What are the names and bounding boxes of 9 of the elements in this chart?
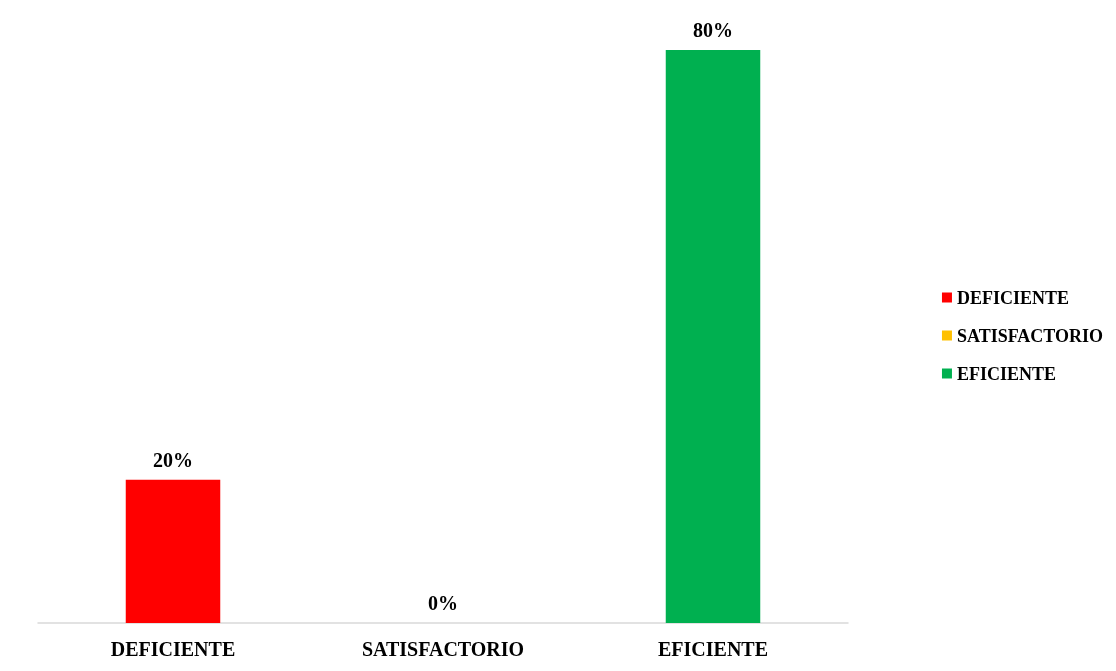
x-tick-label: DEFICIENTE [110, 638, 236, 660]
x-tick-label: EFICIENTE [657, 638, 769, 660]
data-label: 80% [693, 19, 733, 41]
legend-label: EFICIENTE [956, 363, 1056, 384]
data-label: 0% [428, 592, 458, 614]
x-tick-label: SATISFACTORIO [361, 638, 525, 660]
legend-label: DEFICIENTE [956, 287, 1069, 308]
data-label: 20% [153, 448, 193, 471]
legend-label: SATISFACTORIO [956, 325, 1104, 346]
